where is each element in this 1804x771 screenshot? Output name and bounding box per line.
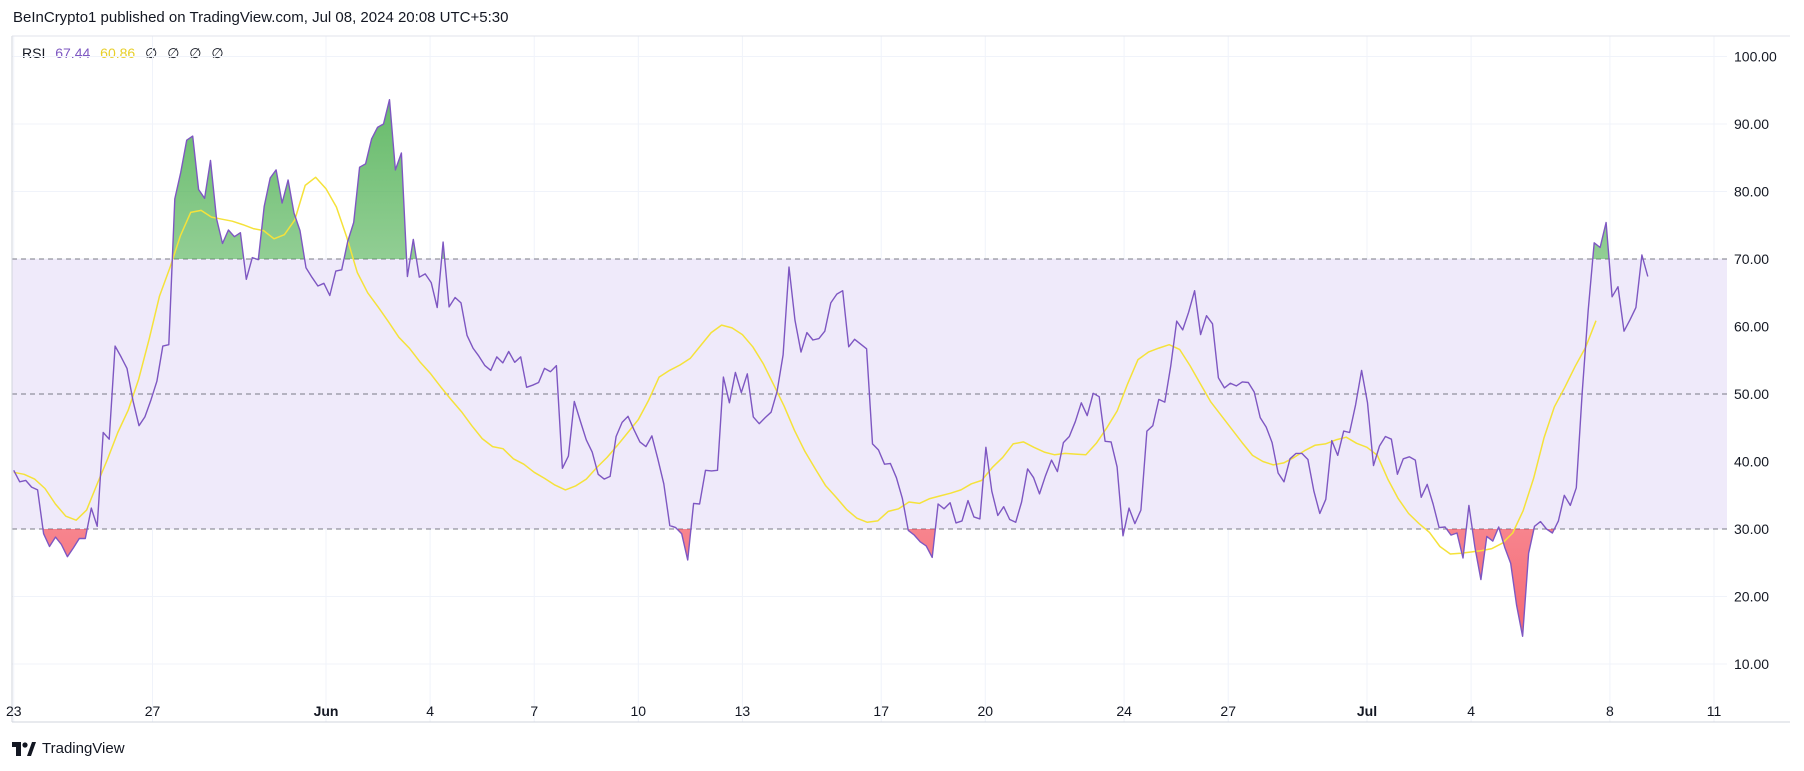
publish-info: BeInCrypto1 published on TradingView.com… — [13, 9, 509, 26]
x-tick-label: Jun — [314, 703, 339, 719]
x-tick-label: 7 — [530, 703, 538, 719]
x-tick-label: 8 — [1606, 703, 1614, 719]
x-tick-label: 24 — [1116, 703, 1132, 719]
x-tick-label: 13 — [735, 703, 751, 719]
y-tick-label: 40.00 — [1734, 454, 1769, 470]
overbought-fill — [13, 99, 1648, 259]
brand-footer[interactable]: TradingView — [12, 740, 125, 757]
x-tick-label: 10 — [631, 703, 647, 719]
y-tick-label: 30.00 — [1734, 521, 1769, 537]
y-tick-label: 20.00 — [1734, 589, 1769, 605]
x-tick-label: Jul — [1357, 703, 1377, 719]
y-tick-label: 50.00 — [1734, 386, 1769, 402]
x-tick-label: 23 — [6, 703, 22, 719]
brand-name: TradingView — [42, 740, 125, 757]
x-tick-label: 27 — [1220, 703, 1236, 719]
y-tick-label: 70.00 — [1734, 251, 1769, 267]
y-tick-label: 80.00 — [1734, 184, 1769, 200]
y-tick-label: 60.00 — [1734, 319, 1769, 335]
tradingview-logo-icon — [12, 741, 36, 756]
axes: 100.00 90.00 80.00 70.00 60.00 50.00 40.00 30.0… — [6, 35, 1790, 723]
x-tick-label: 17 — [873, 703, 889, 719]
x-tick-label: 4 — [1467, 703, 1475, 719]
y-tick-label: 100.00 — [1734, 49, 1777, 65]
y-tick-label: 10.00 — [1734, 656, 1769, 672]
x-tick-label: 27 — [145, 703, 161, 719]
x-tick-label: 20 — [978, 703, 994, 719]
series-lines — [13, 98, 1649, 637]
rsi-line — [13, 98, 1649, 637]
extreme-fills — [13, 99, 1648, 637]
x-tick-label: 4 — [426, 703, 434, 719]
y-tick-label: 90.00 — [1734, 116, 1769, 132]
x-tick-label: 11 — [1707, 703, 1722, 719]
oversold-fill — [13, 529, 1648, 637]
